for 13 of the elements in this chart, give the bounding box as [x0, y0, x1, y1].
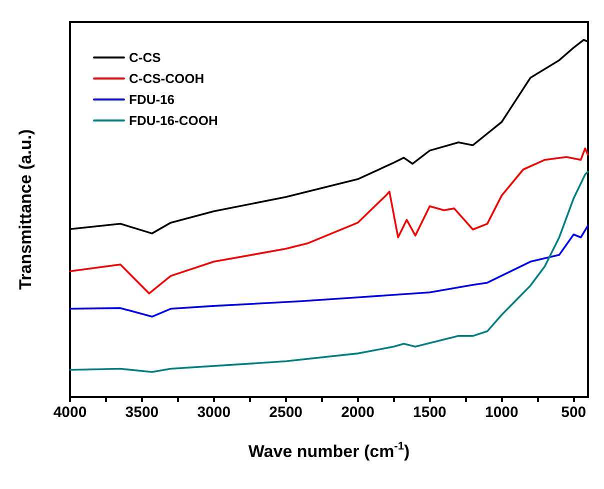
- legend-label: FDU-16: [129, 92, 175, 107]
- legend-label: FDU-16-COOH: [129, 113, 218, 128]
- x-tick-label: 1500: [413, 404, 446, 421]
- x-tick-label: 3500: [125, 404, 159, 421]
- x-tick-label: 500: [561, 404, 586, 421]
- legend-label: C-CS-COOH: [129, 71, 204, 86]
- x-tick-label: 2500: [269, 404, 303, 421]
- x-tick-label: 3000: [197, 404, 231, 421]
- x-tick-label: 4000: [53, 404, 87, 421]
- x-tick-label: 1000: [484, 404, 518, 421]
- legend-label: C-CS: [129, 50, 162, 65]
- y-axis-title: Transmittance (a.u.): [16, 129, 35, 290]
- x-tick-label: 2000: [341, 404, 374, 421]
